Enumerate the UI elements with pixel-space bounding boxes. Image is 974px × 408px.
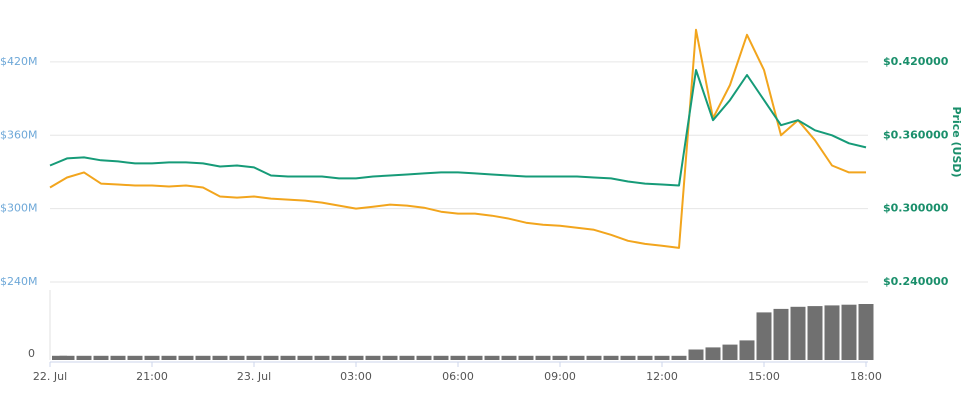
y2-axis-title: Price (USD) xyxy=(950,106,963,177)
y-tick-label: $240M xyxy=(0,275,38,288)
y-tick-label: $420M xyxy=(0,55,38,68)
y2-tick-label: $0.360000 xyxy=(883,128,949,141)
volume-bar xyxy=(314,355,330,360)
volume-bar xyxy=(637,355,653,360)
y2-tick-label: $0.240000 xyxy=(883,275,949,288)
volume-bar xyxy=(93,355,109,360)
volume-bar xyxy=(739,340,755,360)
y2-tick-label: $0.300000 xyxy=(883,202,949,215)
volume-bar xyxy=(365,355,381,360)
volume-bar xyxy=(501,355,517,360)
volume-bar xyxy=(178,355,194,360)
volume-bar xyxy=(59,355,75,360)
volume-bar xyxy=(297,355,313,360)
volume-bar xyxy=(773,308,789,360)
volume-bar xyxy=(671,355,687,360)
volume-bar xyxy=(246,355,262,360)
volume-bar xyxy=(382,355,398,360)
volume-bar xyxy=(280,355,296,360)
volume-bar xyxy=(416,355,432,360)
x-tick-label: 18:00 xyxy=(850,370,882,383)
volume-bar xyxy=(841,304,857,360)
y2-tick-label: $0.420000 xyxy=(883,55,949,68)
volume-bar xyxy=(620,355,636,360)
y-tick-label: $360M xyxy=(0,128,38,141)
x-tick-label: 21:00 xyxy=(136,370,168,383)
volume-bar xyxy=(229,355,245,360)
volume-tick-label: 0 xyxy=(28,347,35,360)
x-tick-label: 06:00 xyxy=(442,370,474,383)
x-tick-label: 15:00 xyxy=(748,370,780,383)
volume-bar xyxy=(484,355,500,360)
volume-bar xyxy=(790,306,806,360)
volume-bar xyxy=(688,349,704,360)
volume-bar xyxy=(756,312,772,360)
volume-bar xyxy=(807,306,823,360)
volume-bar xyxy=(161,355,177,360)
x-tick-label: 22. Jul xyxy=(33,370,67,383)
volume-bar xyxy=(603,355,619,360)
volume-bar xyxy=(212,355,228,360)
volume-bar xyxy=(433,355,449,360)
x-tick-label: 12:00 xyxy=(646,370,678,383)
volume-bar xyxy=(76,355,92,360)
volume-bar xyxy=(144,355,160,360)
x-tick-label: 03:00 xyxy=(340,370,372,383)
x-tick-label: 09:00 xyxy=(544,370,576,383)
volume-bar xyxy=(450,355,466,360)
volume-bar xyxy=(263,355,279,360)
volume-bar xyxy=(824,305,840,360)
volume-bar xyxy=(518,355,534,360)
volume-bar xyxy=(586,355,602,360)
volume-bar xyxy=(552,355,568,360)
volume-bar xyxy=(535,355,551,360)
volume-bar xyxy=(110,355,126,360)
volume-bar xyxy=(331,355,347,360)
volume-bar xyxy=(195,355,211,360)
volume-bar xyxy=(722,344,738,360)
volume-bar xyxy=(654,355,670,360)
price-line xyxy=(49,69,867,187)
volume-bar xyxy=(348,355,364,360)
x-tick-label: 23. Jul xyxy=(237,370,271,383)
volume-bar xyxy=(858,304,874,360)
volume-bar xyxy=(705,347,721,360)
volume-bar xyxy=(399,355,415,360)
volume-bar xyxy=(467,355,483,360)
y-tick-label: $300M xyxy=(0,202,38,215)
price-line xyxy=(49,28,866,249)
volume-bar xyxy=(569,355,585,360)
volume-bar xyxy=(127,355,143,360)
